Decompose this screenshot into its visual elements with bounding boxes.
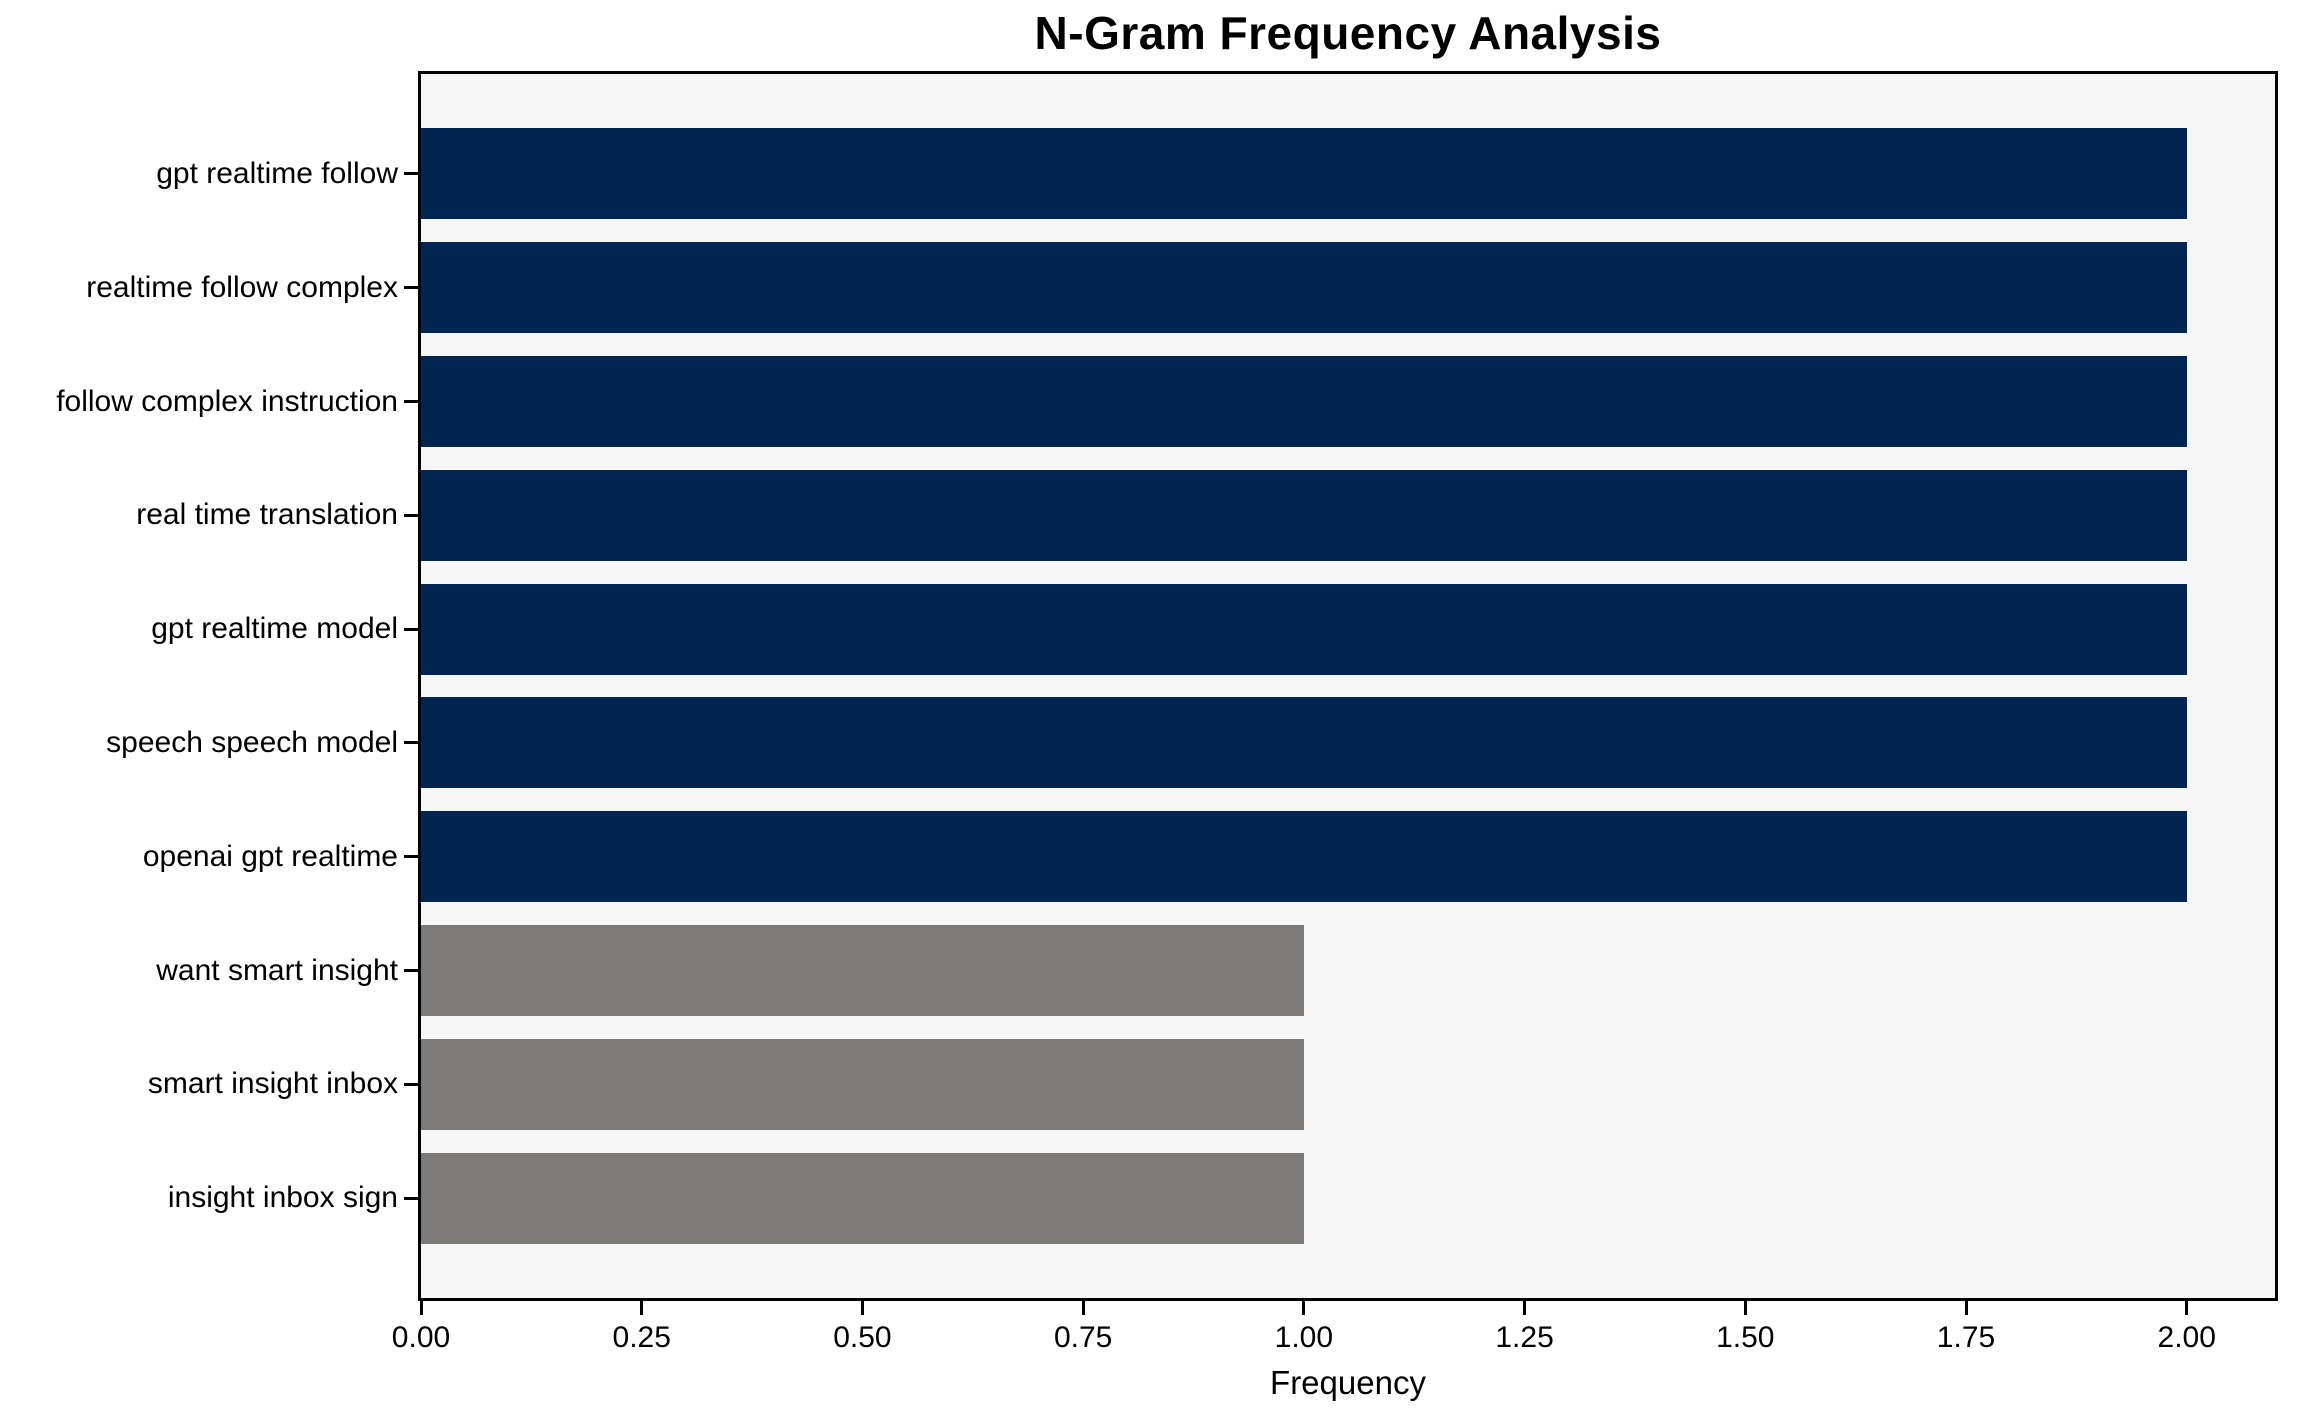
- bar: [421, 1038, 1304, 1130]
- x-tick-mark: [640, 1301, 644, 1315]
- bar: [421, 811, 2187, 903]
- y-tick-label: follow complex instruction: [56, 384, 398, 418]
- chart-title: N-Gram Frequency Analysis: [1034, 7, 1662, 59]
- x-tick-mark: [1523, 1301, 1527, 1315]
- bar: [421, 355, 2187, 447]
- y-tick-mark: [404, 969, 418, 972]
- bar: [421, 128, 2187, 220]
- x-tick-mark: [419, 1301, 423, 1315]
- bar: [421, 583, 2187, 675]
- y-tick-mark: [404, 1196, 418, 1200]
- y-tick-mark: [404, 172, 418, 176]
- x-tick-label: 1.75: [1936, 1321, 1996, 1354]
- y-tick-mark: [404, 1082, 418, 1086]
- x-axis-label: Frequency: [1270, 1364, 1426, 1401]
- y-tick-label: gpt realtime model: [151, 612, 398, 646]
- y-tick-label: openai gpt realtime: [142, 839, 398, 873]
- bar: [421, 924, 1304, 1016]
- bar: [421, 697, 2187, 789]
- x-tick-label: 1.25: [1495, 1321, 1554, 1354]
- y-tick-mark: [404, 513, 418, 517]
- y-tick-label: want smart insight: [156, 953, 398, 987]
- y-tick-label: smart insight inbox: [147, 1067, 398, 1101]
- y-tick-label: gpt realtime follow: [156, 156, 398, 190]
- y-tick-label: speech speech model: [106, 725, 398, 759]
- y-tick-label: insight inbox sign: [167, 1181, 398, 1215]
- y-tick-mark: [404, 400, 418, 403]
- x-tick-label: 0.75: [1053, 1321, 1113, 1354]
- x-tick-mark: [1081, 1301, 1085, 1315]
- plot-area: [418, 71, 2278, 1301]
- x-tick-mark: [2185, 1301, 2189, 1315]
- x-tick-mark: [1302, 1301, 1306, 1315]
- y-tick-mark: [404, 627, 418, 631]
- x-tick-label: 1.50: [1716, 1321, 1775, 1354]
- y-tick-mark: [404, 286, 418, 290]
- x-tick-label: 1.00: [1274, 1321, 1334, 1354]
- x-tick-mark: [1964, 1301, 1968, 1315]
- x-tick-label: 2.00: [2157, 1321, 2216, 1354]
- y-tick-label: realtime follow complex: [86, 270, 398, 304]
- x-tick-label: 0.00: [391, 1321, 451, 1354]
- x-tick-label: 0.50: [833, 1321, 892, 1354]
- y-tick-mark: [404, 855, 418, 859]
- x-tick-mark: [860, 1301, 864, 1315]
- x-tick-mark: [1743, 1301, 1747, 1315]
- x-tick-label: 0.25: [612, 1321, 671, 1354]
- bar: [421, 469, 2187, 561]
- bar: [421, 1152, 1304, 1244]
- bar: [421, 242, 2187, 334]
- y-tick-label: real time translation: [136, 498, 398, 532]
- y-tick-mark: [404, 741, 418, 745]
